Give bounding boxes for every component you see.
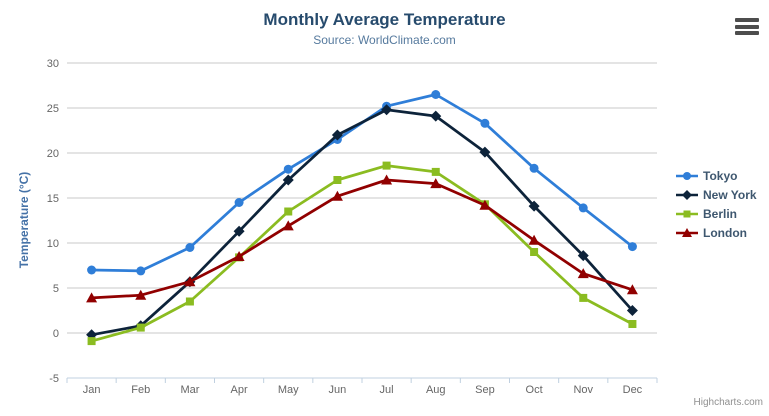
legend-label: Tokyo <box>703 168 738 183</box>
y-tick-label: 0 <box>53 328 59 340</box>
x-tick-label: Jan <box>83 384 101 396</box>
x-tick-label: Nov <box>573 384 593 396</box>
x-tick-label: Apr <box>231 384 248 396</box>
triangle-marker-icon <box>676 227 698 237</box>
y-tick-label: -5 <box>49 373 59 385</box>
legend-label: New York <box>703 187 757 202</box>
y-tick-label: 15 <box>47 193 59 205</box>
legend-label: London <box>703 225 747 240</box>
gridlines <box>67 62 657 379</box>
x-tick-label: Dec <box>623 384 643 396</box>
legend-item-new-york[interactable]: New York <box>676 185 757 204</box>
x-tick-label: Jun <box>329 384 347 396</box>
x-tick-label: Feb <box>131 384 150 396</box>
legend-item-berlin[interactable]: Berlin <box>676 204 757 223</box>
y-tick-label: 5 <box>53 283 59 295</box>
x-tick-label: Jul <box>380 384 394 396</box>
y-tick-label: 25 <box>47 103 59 115</box>
chart-subtitle: Source: WorldClimate.com <box>313 33 456 47</box>
x-tick-label: Oct <box>526 384 543 396</box>
square-marker-icon <box>676 210 698 217</box>
circle-marker-icon <box>676 171 698 180</box>
x-axis <box>66 377 658 383</box>
series-london <box>86 174 638 303</box>
legend-item-london[interactable]: London <box>676 223 757 242</box>
x-tick-label: Sep <box>475 384 495 396</box>
hamburger-bar <box>735 31 759 35</box>
x-axis-labels: Jan Feb Mar Apr May Jun Jul Aug Sep Oct Nov Dec <box>83 384 643 396</box>
hamburger-bar <box>735 24 759 29</box>
y-axis-labels: -5 0 5 10 15 20 25 30 <box>47 58 59 385</box>
x-tick-label: Mar <box>180 384 199 396</box>
x-tick-label: May <box>278 384 299 396</box>
chart-title: Monthly Average Temperature <box>263 10 506 29</box>
diamond-marker-icon <box>676 189 698 200</box>
credits-link[interactable]: Highcharts.com <box>693 397 763 408</box>
y-tick-label: 10 <box>47 238 59 250</box>
y-tick-label: 30 <box>47 58 59 70</box>
legend-item-tokyo[interactable]: Tokyo <box>676 166 757 185</box>
x-tick-label: Aug <box>426 384 446 396</box>
legend: Tokyo New York Berlin London <box>676 166 757 242</box>
series-new-york <box>86 104 638 341</box>
hamburger-bar <box>735 18 759 22</box>
series-tokyo <box>87 90 637 276</box>
hamburger-icon[interactable] <box>735 18 759 35</box>
legend-label: Berlin <box>703 206 738 221</box>
y-tick-label: 20 <box>47 148 59 160</box>
y-axis-title: Temperature (°C) <box>17 171 31 269</box>
